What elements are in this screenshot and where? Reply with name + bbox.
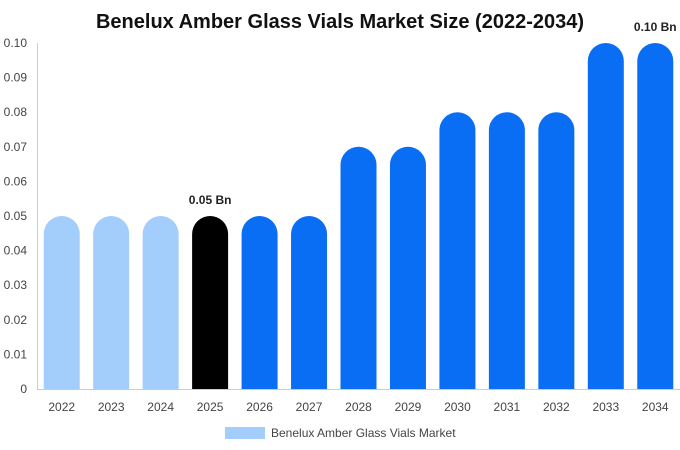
- y-tick-label: 0.09: [4, 71, 28, 85]
- x-tick-label: 2027: [296, 400, 323, 414]
- y-tick-label: 0.05: [4, 209, 28, 223]
- bar-2034[interactable]: [637, 43, 674, 389]
- x-tick-label: 2025: [197, 400, 224, 414]
- data-labels-group: 0.05 Bn 0.10 Bn: [189, 20, 677, 207]
- bar-2026[interactable]: [241, 216, 278, 389]
- chart-title: Benelux Amber Glass Vials Market Size (2…: [96, 11, 584, 33]
- x-tick-label: 2022: [48, 400, 75, 414]
- legend-label: Benelux Amber Glass Vials Market: [271, 426, 456, 440]
- bar-2025[interactable]: [192, 216, 229, 389]
- x-tick-label: 2026: [246, 400, 273, 414]
- bars-group: [43, 43, 674, 389]
- bar-2022[interactable]: [43, 216, 80, 389]
- legend-swatch: [225, 427, 265, 439]
- x-tick-label: 2031: [494, 400, 521, 414]
- y-tick-label: 0: [20, 382, 27, 396]
- data-label: 0.10 Bn: [634, 20, 677, 34]
- bar-2028[interactable]: [340, 146, 377, 389]
- bar-2032[interactable]: [538, 112, 575, 389]
- y-tick-label: 0.06: [4, 174, 28, 188]
- y-axis-ticks: 0 0.01 0.02 0.03 0.04 0.05 0.06 0.07 0.08 0.09 0.1…: [4, 36, 28, 396]
- y-tick-label: 0.07: [4, 140, 28, 154]
- bar-2027[interactable]: [291, 216, 328, 389]
- bar-2033[interactable]: [587, 43, 624, 389]
- y-tick-label: 0.04: [4, 244, 28, 258]
- x-tick-label: 2032: [543, 400, 570, 414]
- x-tick-label: 2024: [147, 400, 174, 414]
- legend[interactable]: Benelux Amber Glass Vials Market: [225, 426, 456, 440]
- bar-2030[interactable]: [439, 112, 476, 389]
- bar-2024[interactable]: [142, 216, 179, 389]
- bar-2029[interactable]: [389, 146, 426, 389]
- y-tick-label: 0.08: [4, 105, 28, 119]
- x-tick-label: 2023: [98, 400, 125, 414]
- data-label: 0.05 Bn: [189, 193, 232, 207]
- x-tick-label: 2030: [444, 400, 471, 414]
- y-tick-label: 0.02: [4, 313, 28, 327]
- bar-2031[interactable]: [488, 112, 525, 389]
- x-axis-ticks: 2022 2023 2024 2025 2026 2027 2028 2029 2030 2031…: [48, 400, 669, 414]
- x-tick-label: 2033: [592, 400, 619, 414]
- x-tick-label: 2034: [642, 400, 669, 414]
- y-tick-label: 0.01: [4, 347, 28, 361]
- x-tick-label: 2029: [395, 400, 422, 414]
- y-tick-label: 0.10: [4, 36, 28, 50]
- y-tick-label: 0.03: [4, 278, 28, 292]
- x-tick-label: 2028: [345, 400, 372, 414]
- bar-2023[interactable]: [93, 216, 130, 389]
